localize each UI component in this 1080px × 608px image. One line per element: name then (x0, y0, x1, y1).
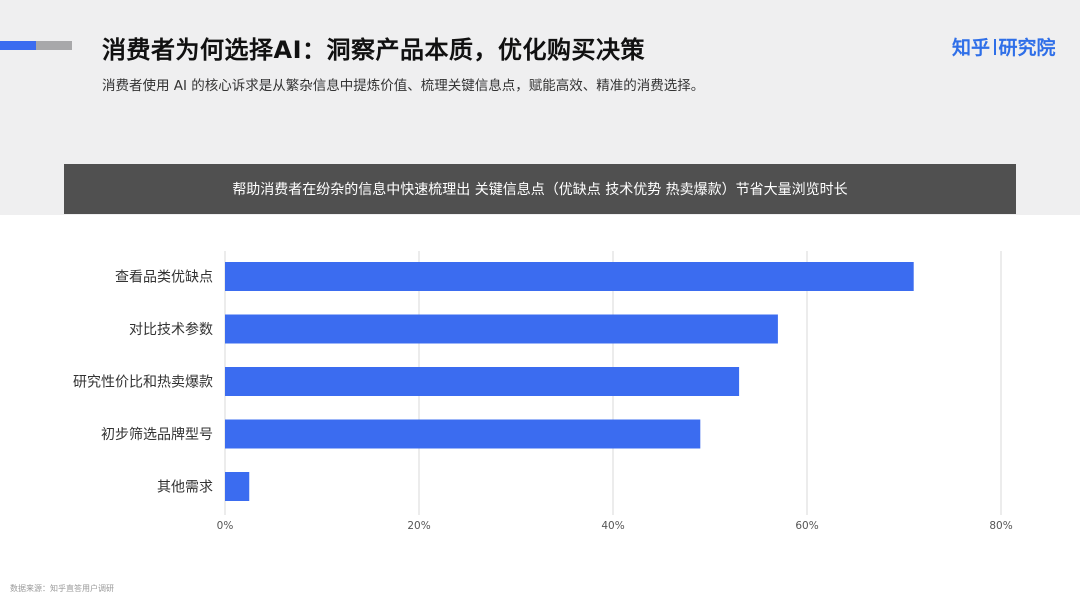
category-label: 查看品类优缺点 (115, 270, 213, 286)
logo-separator (994, 39, 996, 55)
category-label: 初步筛选品牌型号 (101, 426, 213, 443)
logo-zhihu-text: 知乎 (952, 37, 991, 59)
page-subtitle: 消费者使用 AI 的核心诉求是从繁杂信息中提炼价值、梳理关键信息点，赋能高效、精… (102, 78, 705, 94)
data-source-note: 数据来源：知乎直答用户调研 (10, 584, 114, 593)
bar (225, 367, 740, 396)
x-tick-label: 20% (407, 520, 430, 532)
bar (225, 262, 914, 291)
category-label: 研究性价比和热卖爆款 (73, 375, 213, 391)
chart-bars (225, 262, 914, 501)
insight-banner-text: 帮助消费者在纷杂的信息中快速梳理出 关键信息点（优缺点 技术优势 热卖爆款）节省… (232, 182, 848, 198)
category-label: 对比技术参数 (129, 321, 213, 338)
page-title: 消费者为何选择AI：洞察产品本质，优化购买决策 (102, 36, 646, 64)
x-tick-label: 60% (795, 520, 818, 532)
chart-x-ticks: 0% 20% 40% 60% 80% (217, 520, 1013, 532)
accent-bar-grey (36, 41, 72, 50)
bar (225, 419, 701, 449)
logo-research-text: 研究院 (998, 37, 1056, 59)
category-label: 其他需求 (157, 480, 213, 496)
x-tick-label: 80% (989, 520, 1012, 532)
bar (225, 314, 778, 344)
bar (225, 472, 250, 501)
accent-bar-blue (0, 41, 36, 50)
x-tick-label: 0% (217, 520, 234, 532)
accent-bar (0, 41, 72, 50)
x-tick-label: 40% (601, 520, 624, 532)
insight-banner: 帮助消费者在纷杂的信息中快速梳理出 关键信息点（优缺点 技术优势 热卖爆款）节省… (64, 164, 1016, 214)
zhihu-research-logo: 知乎 研究院 (952, 33, 1056, 60)
